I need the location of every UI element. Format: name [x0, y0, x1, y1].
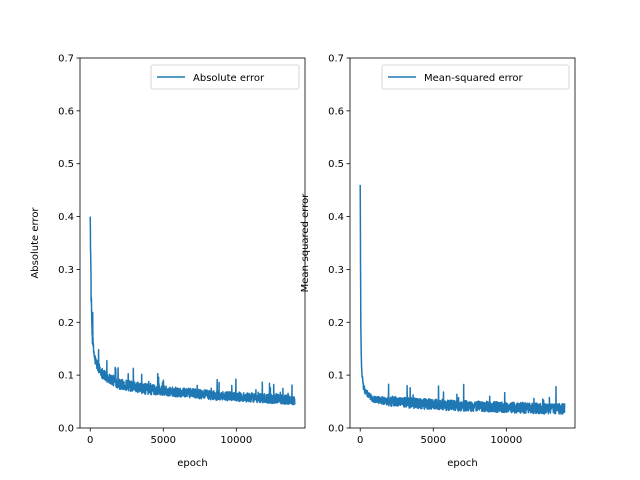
- x-tick-label: 0: [357, 435, 363, 446]
- legend-box: [150, 64, 300, 90]
- y-tick-label: 0.0: [328, 424, 344, 435]
- y-tick-label: 0.3: [328, 265, 344, 276]
- y-tick-label: 0.2: [58, 318, 74, 329]
- mean-squared-error-y-axis: 0.0 0.1 0.2 0.3 0.4 0.5 0.6 0.7: [328, 54, 350, 435]
- absolute-error-panel: 0.0 0.1 0.2 0.3 0.4 0.5 0.6 0.7 0 5000 10000 epoc…: [30, 54, 306, 469]
- absolute-error-x-axis-label: epoch: [177, 458, 207, 469]
- absolute-error-y-axis-label: Absolute error: [30, 207, 41, 279]
- y-tick-label: 0.5: [328, 159, 344, 170]
- x-tick-label: 5000: [151, 435, 176, 446]
- mean-squared-error-series-line: [359, 184, 566, 415]
- mean-squared-error-plot-frame: [349, 57, 576, 429]
- absolute-error-y-axis: 0.0 0.1 0.2 0.3 0.4 0.5 0.6 0.7: [58, 54, 80, 435]
- y-tick-label: 0.6: [328, 106, 344, 117]
- y-tick-label: 0.2: [328, 318, 344, 329]
- y-tick-label: 0.1: [328, 371, 344, 382]
- legend-entry: Absolute error: [193, 73, 265, 84]
- mean-squared-error-x-axis-label: epoch: [447, 458, 477, 469]
- y-tick-label: 0.1: [58, 371, 74, 382]
- legend-box: [381, 64, 570, 90]
- y-tick-label: 0.6: [58, 106, 74, 117]
- x-tick-label: 10000: [490, 435, 522, 446]
- absolute-error-plot-frame: [79, 57, 306, 429]
- y-tick-label: 0.4: [328, 212, 344, 223]
- mean-squared-error-y-axis-label: Mean-squared error: [300, 193, 311, 293]
- absolute-error-legend: Absolute error: [150, 64, 300, 90]
- mean-squared-error-x-axis: 0 5000 10000: [357, 428, 522, 446]
- absolute-error-x-axis: 0 5000 10000: [87, 428, 252, 446]
- x-tick-label: 10000: [220, 435, 252, 446]
- x-tick-label: 0: [87, 435, 93, 446]
- y-tick-label: 0.5: [58, 159, 74, 170]
- absolute-error-series-line: [89, 216, 296, 406]
- mean-squared-error-panel: 0.0 0.1 0.2 0.3 0.4 0.5 0.6 0.7 0 5000 10000 epoc…: [300, 54, 576, 469]
- mean-squared-error-legend: Mean-squared error: [381, 64, 570, 90]
- x-tick-label: 5000: [421, 435, 446, 446]
- y-tick-label: 0.4: [58, 212, 74, 223]
- y-tick-label: 0.3: [58, 265, 74, 276]
- y-tick-label: 0.7: [328, 54, 344, 65]
- legend-entry: Mean-squared error: [424, 73, 524, 84]
- y-tick-label: 0.7: [58, 54, 74, 65]
- y-tick-label: 0.0: [58, 424, 74, 435]
